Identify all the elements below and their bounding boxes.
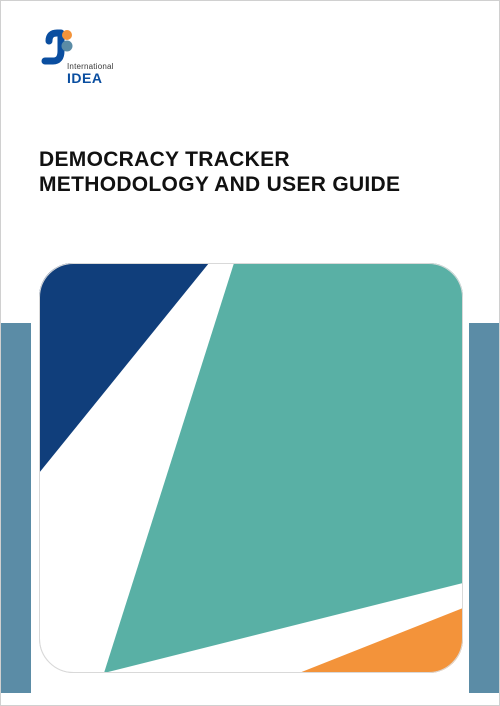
logo-dot-orange-icon — [62, 30, 72, 40]
idea-logo: International IDEA — [39, 29, 139, 99]
cover-art-icon — [39, 263, 463, 673]
logo-stroke — [45, 33, 61, 61]
title-line1: DEMOCRACY TRACKER — [39, 148, 461, 173]
logo-dot-teal-icon — [62, 41, 73, 52]
logo-line2: IDEA — [67, 71, 114, 86]
page-title: DEMOCRACY TRACKER METHODOLOGY AND USER G… — [39, 148, 461, 198]
logo-text: International IDEA — [67, 63, 114, 86]
side-band-left — [1, 323, 31, 693]
title-line2: METHODOLOGY AND USER GUIDE — [39, 173, 461, 198]
cover-artwork — [39, 263, 463, 673]
side-band-right — [469, 323, 499, 693]
cover-page: International IDEA DEMOCRACY TRACKER MET… — [0, 0, 500, 706]
